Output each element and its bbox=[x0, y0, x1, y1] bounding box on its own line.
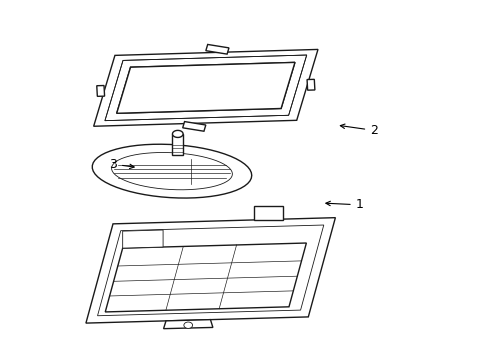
Polygon shape bbox=[163, 320, 212, 329]
Polygon shape bbox=[94, 49, 317, 126]
Circle shape bbox=[183, 322, 192, 328]
Polygon shape bbox=[172, 134, 183, 155]
Polygon shape bbox=[254, 206, 283, 220]
Text: 3: 3 bbox=[109, 158, 134, 171]
Polygon shape bbox=[86, 218, 335, 323]
Polygon shape bbox=[97, 225, 323, 316]
Polygon shape bbox=[117, 62, 294, 113]
Polygon shape bbox=[92, 144, 251, 198]
Polygon shape bbox=[122, 230, 163, 248]
Polygon shape bbox=[205, 44, 228, 54]
Text: 2: 2 bbox=[340, 124, 377, 137]
Polygon shape bbox=[105, 243, 306, 312]
Polygon shape bbox=[117, 62, 294, 113]
Text: 1: 1 bbox=[325, 198, 363, 211]
Polygon shape bbox=[172, 130, 183, 138]
Polygon shape bbox=[111, 153, 232, 190]
Polygon shape bbox=[183, 122, 205, 131]
Polygon shape bbox=[306, 79, 314, 90]
Polygon shape bbox=[97, 86, 104, 96]
